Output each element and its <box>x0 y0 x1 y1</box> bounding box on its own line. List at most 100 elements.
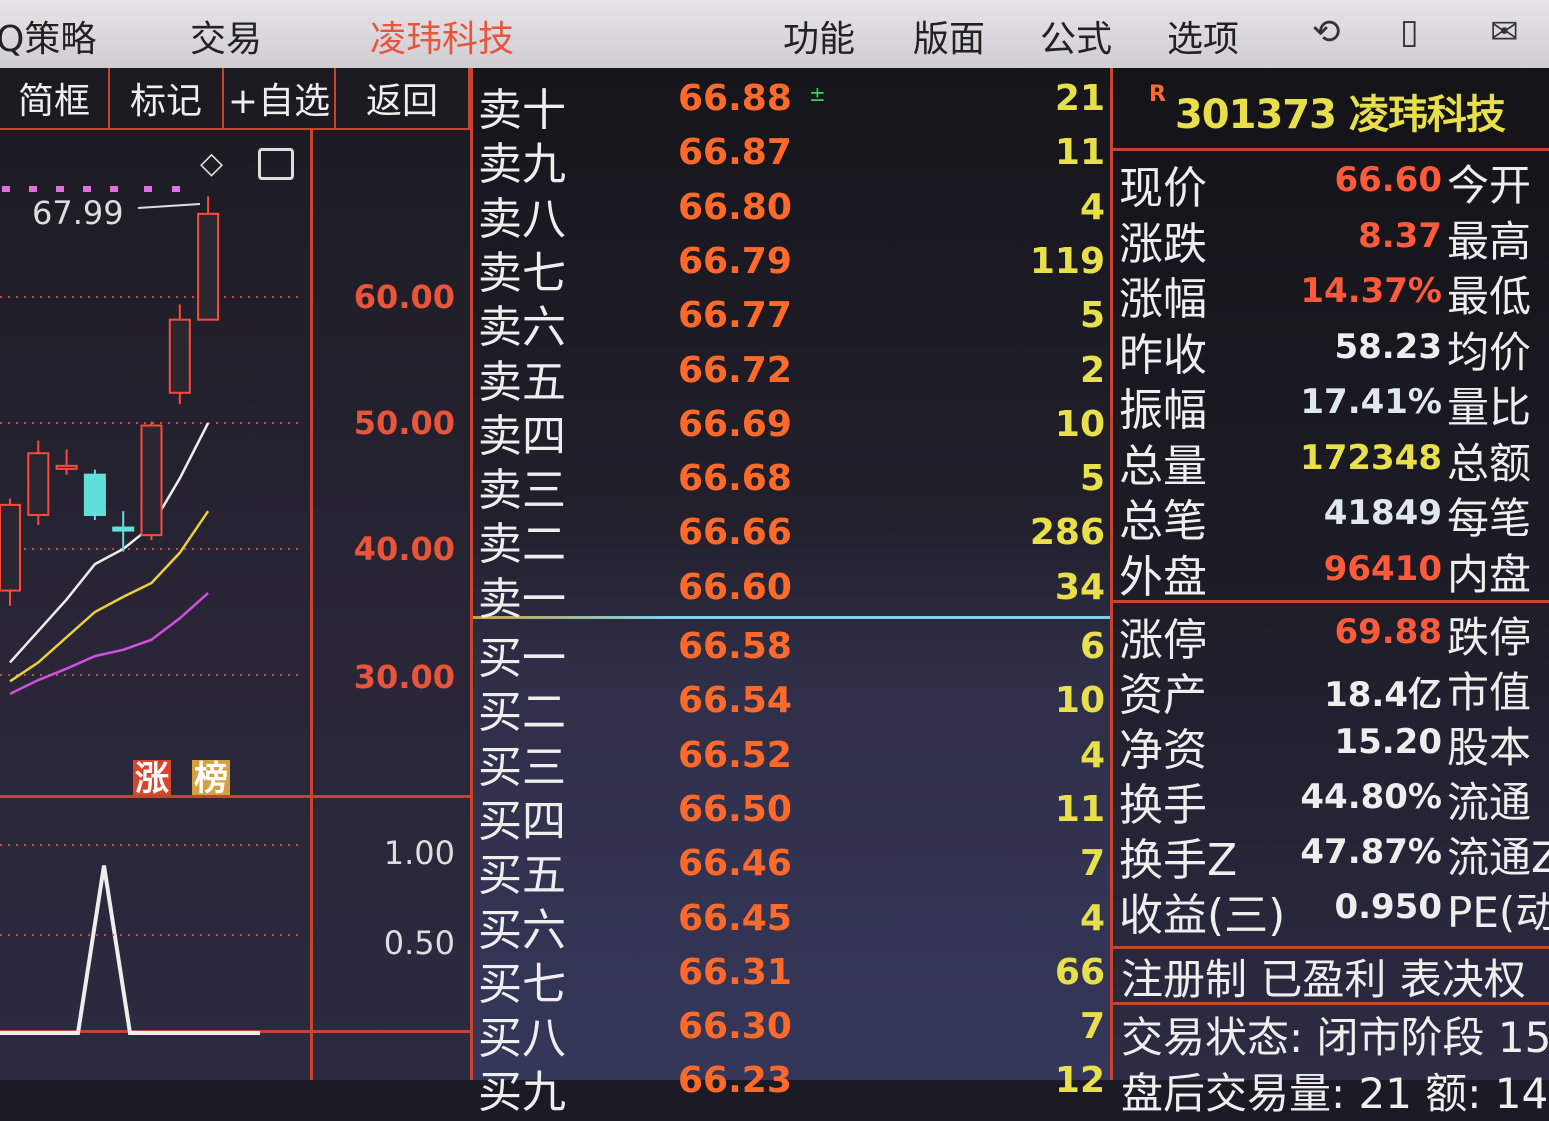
add-watchlist-button[interactable]: +自选 <box>224 68 336 130</box>
stock-tags: 注册制 已盈利 表决权 <box>1121 955 1526 1004</box>
ask-row[interactable]: 卖三 66.68 5 <box>473 452 1113 516</box>
ask-row[interactable]: 卖二 66.66 286 <box>473 506 1113 570</box>
subchart-divider <box>0 795 470 798</box>
bid-row[interactable]: 买九 66.23 12 <box>473 1054 1113 1118</box>
level-volume: 10 <box>1054 403 1105 445</box>
bid-row[interactable]: 买三 66.52 4 <box>473 729 1113 793</box>
marker-dot <box>144 186 152 192</box>
quote-label-2: PE(动) <box>1447 888 1549 937</box>
ask-row[interactable]: 卖七 66.79 119 <box>473 235 1113 299</box>
ask-row[interactable]: 卖一 66.60 34 <box>473 561 1113 625</box>
high-arrow <box>137 203 201 209</box>
level-name: 买六 <box>478 904 566 956</box>
quote-value: 41849 <box>1323 493 1442 533</box>
phone-icon[interactable]: ▯ <box>1400 12 1419 52</box>
ma-line-magenta <box>9 592 209 696</box>
up-arrow-icon: ± <box>809 82 826 106</box>
candle <box>112 526 135 532</box>
candle <box>197 212 220 321</box>
ma-line-yellow <box>9 510 210 683</box>
level-price: 66.45 <box>678 897 792 939</box>
quote-value: 17.41% <box>1300 382 1442 422</box>
stock-code: 301373 <box>1174 92 1337 138</box>
ask-row[interactable]: 卖六 66.77 5 <box>473 289 1113 353</box>
after-hours-info: 盘后交易量: 21 额: 14 <box>1121 1069 1549 1118</box>
quote-row: 资产 18.4亿 市值 <box>1113 659 1549 721</box>
level-price: 66.58 <box>678 626 792 667</box>
r-badge: R <box>1149 82 1166 107</box>
quote-label-2: 最低 <box>1447 272 1532 321</box>
candle <box>168 318 191 394</box>
quote-label-2: 量比 <box>1447 383 1532 432</box>
menu-strategy[interactable]: Q策略 <box>0 19 97 60</box>
window-toggle-icon[interactable] <box>258 148 294 180</box>
bid-row[interactable]: 买四 66.50 11 <box>473 783 1113 847</box>
level-price: 66.77 <box>678 295 792 337</box>
menu-layout[interactable]: 版面 <box>913 19 986 60</box>
level-volume: 34 <box>1054 566 1105 608</box>
quote-label: 换手Z <box>1119 835 1238 886</box>
trading-status: 交易状态: 闭市阶段 15 <box>1121 1013 1549 1062</box>
level-name: 买二 <box>478 687 566 739</box>
level-name: 买三 <box>478 741 566 793</box>
quote-label-2: 股本 <box>1447 723 1532 772</box>
level-volume: 4 <box>1079 897 1105 939</box>
level-name: 卖十 <box>478 85 566 136</box>
level-volume: 7 <box>1079 1006 1105 1048</box>
level-name: 卖九 <box>478 139 566 191</box>
price-tick: 50.00 <box>353 404 455 442</box>
price-tick: 40.00 <box>353 530 455 568</box>
ask-row[interactable]: 卖十 66.88 21 ± <box>473 72 1113 136</box>
quote-label: 涨跌 <box>1119 218 1207 270</box>
menu-formula[interactable]: 公式 <box>1040 19 1113 60</box>
simple-frame-button[interactable]: 简框 <box>0 68 110 130</box>
level-volume: 12 <box>1054 1060 1105 1102</box>
candle <box>83 473 106 516</box>
marker-dot <box>2 186 10 192</box>
stock-name: 凌玮科技 <box>1348 92 1506 138</box>
level-volume: 4 <box>1079 186 1105 228</box>
level-volume: 119 <box>1029 240 1105 282</box>
level-name: 买九 <box>478 1067 566 1119</box>
quote-value: 14.37% <box>1300 271 1442 311</box>
menu-stock-name[interactable]: 凌玮科技 <box>370 19 515 60</box>
ask-row[interactable]: 卖五 66.72 2 <box>473 344 1113 408</box>
quote-label: 外盘 <box>1119 551 1207 603</box>
back-button[interactable]: 返回 <box>336 68 470 130</box>
diamond-icon[interactable]: ◇ <box>200 146 224 181</box>
bid-row[interactable]: 买五 66.46 7 <box>473 837 1113 901</box>
bid-row[interactable]: 买八 66.30 7 <box>473 1000 1113 1064</box>
quote-label-2: 总额 <box>1447 438 1532 488</box>
quote-label: 净资 <box>1119 725 1207 776</box>
mark-button[interactable]: 标记 <box>110 68 224 130</box>
level-price: 66.23 <box>678 1060 792 1102</box>
mail-icon[interactable]: ✉ <box>1490 12 1519 52</box>
ask-row[interactable]: 卖八 66.80 4 <box>473 181 1113 245</box>
level-volume: 10 <box>1054 680 1105 722</box>
menu-function[interactable]: 功能 <box>783 19 856 60</box>
bid-row[interactable]: 买二 66.54 10 <box>473 674 1113 738</box>
level-name: 买八 <box>478 1013 566 1065</box>
level-volume: 11 <box>1054 132 1105 174</box>
ask-row[interactable]: 卖四 66.69 10 <box>473 398 1113 462</box>
quote-row: 振幅 17.41% 量比 <box>1113 374 1549 436</box>
level-price: 66.68 <box>678 458 792 500</box>
level-volume: 5 <box>1079 458 1105 500</box>
level-price: 66.54 <box>678 680 792 722</box>
bid-row[interactable]: 买七 66.31 66 <box>473 946 1113 1010</box>
menu-options[interactable]: 选项 <box>1167 19 1240 60</box>
quote-value: 18.4亿 <box>1324 675 1442 715</box>
level-price: 66.79 <box>678 240 792 282</box>
marker-dot <box>56 186 64 192</box>
bid-row[interactable]: 买六 66.45 4 <box>473 892 1113 956</box>
quote-row: 昨收 58.23 均价 <box>1113 319 1549 381</box>
menu-trade[interactable]: 交易 <box>190 19 263 60</box>
volume-line <box>0 865 260 1035</box>
ask-row[interactable]: 卖九 66.87 11 <box>473 126 1113 190</box>
quote-row: 现价 66.60 今开 <box>1113 152 1549 214</box>
price-tick: 60.00 <box>353 278 455 316</box>
bid-row[interactable]: 买一 66.58 6 <box>473 620 1113 684</box>
quote-value: 172348 <box>1300 437 1442 478</box>
refresh-icon[interactable]: ⟲ <box>1312 12 1341 52</box>
top-menu-bar: Q策略 交易 凌玮科技 功能 版面 公式 选项 ⟲ ▯ ✉ <box>0 0 1549 68</box>
